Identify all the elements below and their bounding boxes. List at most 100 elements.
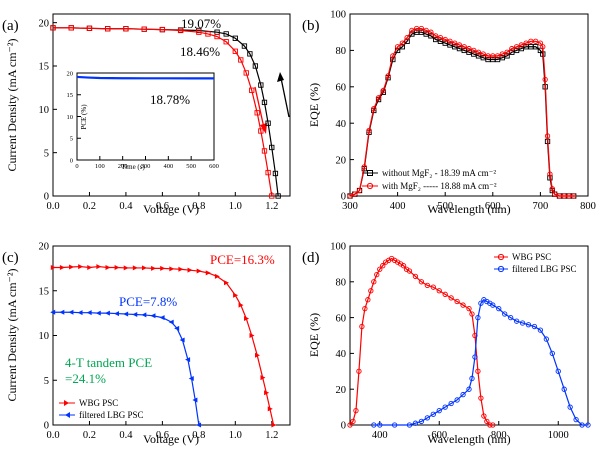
panel-d-series-0-point — [359, 323, 365, 330]
panel-c-series-1-point — [68, 309, 74, 315]
panel-d-series-1-point — [561, 386, 567, 392]
panel-d-series-0-point — [478, 395, 484, 401]
panel-d-series-1-point — [391, 422, 398, 428]
panel-a-ytick-label: 15 — [39, 62, 50, 73]
inset-ytick-label: 20 — [67, 70, 74, 77]
panel-d-series-1-point — [442, 404, 448, 410]
panel-d-series-1-point — [472, 354, 478, 360]
panel-c-series-1-point — [95, 310, 101, 316]
panel-c-series-0-point — [141, 265, 147, 271]
panel-d-series-1-point — [525, 322, 532, 328]
panel-c-series-0-point — [233, 292, 239, 298]
panel-c-series-0-point — [105, 264, 111, 270]
panel-c-series-0-point — [87, 264, 93, 270]
panel-d-series-1-point — [519, 320, 526, 326]
panel-c-xtick-label: 0.6 — [156, 430, 169, 441]
panel-c-series-1-point — [192, 397, 198, 403]
panel-d-series-0-point — [448, 295, 454, 301]
panel-a-series-1-point — [159, 26, 166, 33]
legend-d-wbg: WBG PSC — [512, 252, 551, 262]
panel-b-xtick-label: 700 — [533, 201, 549, 212]
inset-xtick-label: 200 — [118, 163, 128, 170]
panel-c-series-1-point — [77, 310, 83, 316]
panel-d-series-1-point — [460, 391, 466, 398]
panel-b-series-1-point — [544, 133, 551, 139]
panel-c-xtick-label: 1.0 — [229, 430, 242, 441]
panel-b-series-1-point — [547, 171, 553, 177]
panel-a-series-1-point — [258, 128, 264, 134]
panel-a-series-1-point — [269, 193, 275, 199]
panel-c-series-0-point — [178, 266, 184, 272]
panel-b-series-1-point — [352, 191, 358, 197]
annotation-c-lbg-pce: PCE=7.8% — [119, 294, 177, 309]
panel-d-series-1-point — [496, 305, 502, 312]
panel-a-ylabel: Current Density (mA cm⁻²) — [5, 39, 19, 172]
panel-c-series-0-point — [123, 265, 129, 271]
panel-b-series-1-point — [542, 76, 548, 83]
panel-c-xtick-label: 1.2 — [265, 430, 278, 441]
panel-b-ylabel: EQE (%) — [307, 83, 321, 127]
panel-d-ytick-label: 0 — [341, 421, 346, 432]
panel-b-series-1-point — [540, 44, 546, 50]
panel-d-series-1-point — [567, 404, 573, 410]
panel-c-series-0-point — [114, 264, 120, 270]
panel-a-xtick-label: 0.4 — [119, 201, 133, 212]
panel-b-series-1-point — [537, 40, 544, 46]
panel-a-series-0-point — [232, 35, 238, 41]
panel-d-xtick-label: 400 — [372, 430, 388, 441]
panel-d-series-1-point — [424, 415, 430, 421]
panel-d-series-1-point — [531, 323, 538, 330]
panel-b-ytick-label: 20 — [336, 155, 347, 166]
panel-d-series-1-point — [412, 420, 419, 426]
panel-c-xlabel: Voltage (V) — [143, 432, 199, 446]
panel-d-series-0-point — [490, 422, 496, 428]
panel-d-series-1-point — [543, 336, 549, 342]
panel-d-ytick-label: 100 — [330, 242, 346, 253]
panel-c-series-0-point — [96, 264, 102, 270]
panel-b-series-1-point — [380, 87, 386, 94]
panel-c-series-0-point — [69, 264, 75, 270]
panel-c-series-0-point — [50, 264, 56, 270]
panel-b-series-1-point — [466, 45, 472, 52]
panel-c-series-1-point — [132, 311, 138, 317]
panel-a-series-0-point — [247, 51, 253, 57]
panel-a-series-1-point — [105, 26, 111, 32]
panel-c-series-1-point — [123, 311, 129, 317]
inset-ytick-label: 0 — [70, 157, 73, 164]
panel-d-xtick-label: 1000 — [548, 430, 569, 441]
panel-a-series-0-point — [252, 63, 259, 69]
panel-b-series-1-point — [571, 193, 577, 199]
panel-b-series-1-point — [494, 53, 501, 59]
panel-c-series-1-point — [104, 310, 110, 316]
panel-c-series-1-point — [179, 337, 185, 343]
panel-d-series-0-point — [350, 418, 356, 425]
panel-d-ytick-label: 60 — [336, 313, 347, 324]
panel-d-series-1-point — [406, 422, 413, 428]
panel-c-series-1-point — [50, 309, 56, 315]
panel-a-series-0-point — [269, 144, 275, 151]
panel-a-series-1-line — [53, 27, 273, 197]
panel-d-series-1-point — [573, 416, 579, 423]
panel-b-series-1-point — [499, 51, 505, 57]
legend-c-lbg: filtered LBG PSC — [79, 410, 144, 420]
panel-d-series-1-point — [377, 422, 383, 428]
panel-c-series-1-point — [141, 312, 147, 318]
panel-d-series-0-point — [484, 418, 490, 425]
panel-b-series-1-point — [549, 186, 555, 192]
panel-c-xtick-label: 0.2 — [83, 430, 96, 441]
panel-c-series-0-point — [254, 352, 260, 358]
panel-b-series-0-point — [504, 53, 510, 59]
panel-a-series-1-point — [265, 169, 271, 176]
panel-b-series-1-point — [423, 27, 429, 34]
panel-b-series-1-point — [404, 35, 410, 41]
panel-a-series-1-point — [205, 31, 211, 37]
panel-c-series-0-point — [249, 333, 255, 338]
panel-c-series-0-point — [271, 422, 277, 428]
panel-d-series-0-point — [374, 271, 380, 278]
panel-d-series-1-point — [513, 318, 520, 324]
panel-a-series-1-point — [243, 70, 249, 76]
panel-d-series-0-point — [418, 279, 425, 285]
panel-c-series-1-point — [188, 375, 194, 381]
panel-a-series-0-point — [275, 193, 281, 199]
panel-b-xtick-label: 600 — [485, 201, 501, 212]
